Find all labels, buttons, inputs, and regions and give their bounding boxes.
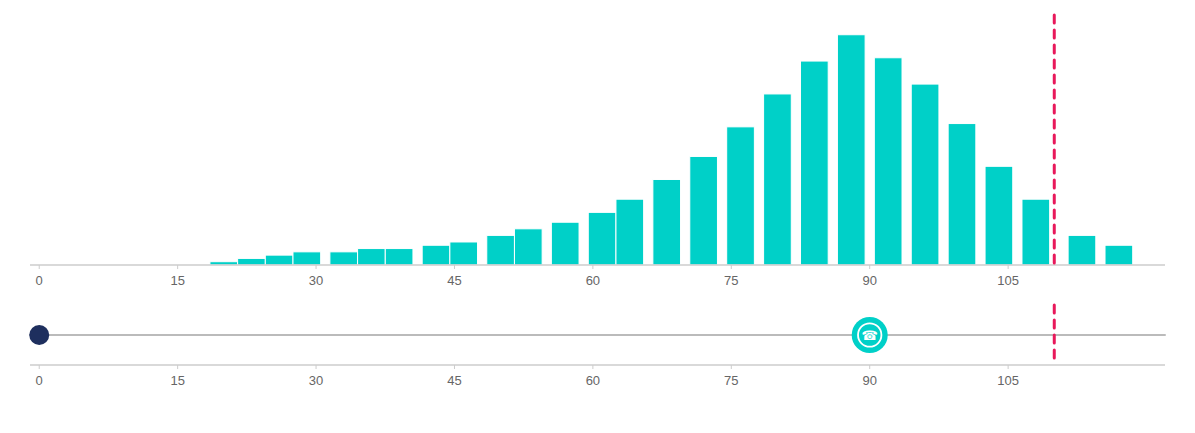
bar xyxy=(874,58,902,265)
timeline-tick xyxy=(316,365,317,369)
chart: 0 15 30 45 60 75 90 105 0 15 30 45 60 75 90 105 ☎ xyxy=(0,0,1195,433)
timeline-tick xyxy=(39,365,40,369)
timeline-tick-label: 105 xyxy=(997,373,1019,388)
bar xyxy=(238,258,266,265)
x-tick xyxy=(454,265,455,269)
x-tick xyxy=(869,265,870,269)
x-tick xyxy=(592,265,593,269)
bar xyxy=(727,127,755,265)
x-tick-label: 90 xyxy=(862,273,876,288)
timeline-tick xyxy=(731,365,732,369)
bar xyxy=(422,245,450,265)
bar xyxy=(653,179,681,265)
bar xyxy=(450,242,478,265)
bar xyxy=(487,235,515,265)
x-tick-label: 60 xyxy=(586,273,600,288)
bar xyxy=(801,61,829,265)
timeline-icon: ☎ xyxy=(862,328,878,343)
x-tick xyxy=(316,265,317,269)
x-tick xyxy=(177,265,178,269)
timeline-icon-ring xyxy=(858,323,881,346)
bars xyxy=(210,35,1133,265)
x-tick-label: 30 xyxy=(309,273,323,288)
bar xyxy=(1022,199,1050,265)
bar xyxy=(265,255,293,265)
bar xyxy=(1105,245,1133,265)
x-tick-label: 75 xyxy=(724,273,738,288)
bar xyxy=(985,166,1013,265)
bar xyxy=(514,229,542,265)
bar xyxy=(948,124,976,265)
bar xyxy=(293,252,321,265)
bar xyxy=(690,156,718,265)
timeline-axis-line xyxy=(30,364,1165,366)
timeline-tick-label: 45 xyxy=(447,373,461,388)
reference-line xyxy=(1053,15,1056,265)
timeline-line xyxy=(30,334,1165,336)
bar xyxy=(911,84,939,265)
bar xyxy=(616,199,644,265)
timeline-tick xyxy=(592,365,593,369)
x-tick xyxy=(731,265,732,269)
x-tick-label: 0 xyxy=(36,273,43,288)
bar xyxy=(551,222,579,265)
timeline-tick xyxy=(177,365,178,369)
timeline-tick xyxy=(1008,365,1009,369)
x-axis-line xyxy=(30,264,1165,266)
x-tick xyxy=(1008,265,1009,269)
x-tick-label: 105 xyxy=(997,273,1019,288)
timeline-reference-line xyxy=(1053,305,1056,365)
bar xyxy=(764,94,792,265)
timeline-tick xyxy=(454,365,455,369)
bar xyxy=(837,35,865,265)
timeline-tick-label: 30 xyxy=(309,373,323,388)
timeline-tick-label: 90 xyxy=(862,373,876,388)
bar xyxy=(358,249,386,265)
timeline-tick-label: 75 xyxy=(724,373,738,388)
timeline-tick-label: 15 xyxy=(170,373,184,388)
timeline-tick-label: 60 xyxy=(586,373,600,388)
bar xyxy=(588,212,616,265)
bar xyxy=(330,252,358,265)
timeline-dot xyxy=(852,317,888,353)
timeline-tick xyxy=(869,365,870,369)
timeline-tick-label: 0 xyxy=(36,373,43,388)
x-tick xyxy=(39,265,40,269)
timeline-dot xyxy=(29,325,49,345)
x-tick-label: 45 xyxy=(447,273,461,288)
bar xyxy=(1068,235,1096,265)
bar xyxy=(385,249,413,265)
x-tick-label: 15 xyxy=(170,273,184,288)
